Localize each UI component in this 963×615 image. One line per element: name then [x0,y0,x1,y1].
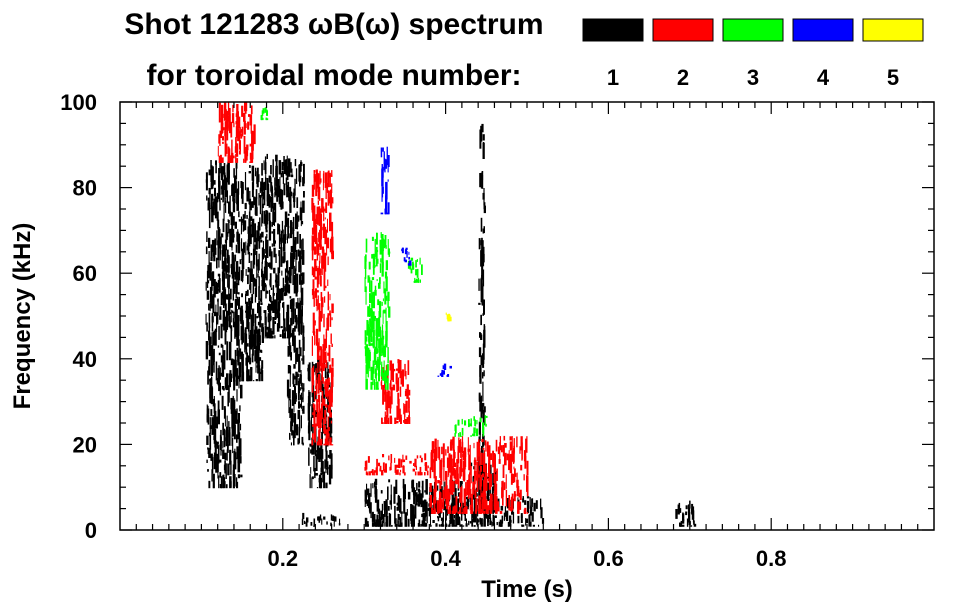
spectrum-region-mode-1 [301,512,341,527]
spectrum-region-mode-3 [260,107,269,121]
x-tick-label: 0.4 [430,546,461,571]
spectrum-region-mode-2 [429,435,529,514]
legend-swatch-mode-4 [792,18,854,42]
spectrum-region-mode-5 [445,312,452,322]
spectrum-region-mode-1 [286,316,305,446]
legend-swatch-mode-2 [652,18,714,42]
axis-ticks [120,101,934,531]
spectrum-region-mode-1 [478,123,486,489]
spectrum-region-mode-4 [437,363,452,377]
spectrum-region-mode-4 [401,247,412,266]
chart-title-line1: Shot 121283 ωB(ω) spectrum [124,8,543,41]
chart-title-line2: for toroidal mode number: [147,59,522,92]
legend-label-mode-5: 5 [887,65,899,90]
x-tick-label: 0.6 [593,546,624,571]
x-tick-label: 0.8 [756,546,787,571]
spectrum-region-mode-1 [205,158,237,489]
legend-swatch-mode-1 [582,18,644,42]
y-tick-label: 60 [73,261,97,286]
y-tick-label: 0 [85,518,97,543]
spectrum-region-mode-2 [217,102,256,163]
y-tick-label: 100 [60,90,97,115]
y-tick-label: 80 [73,176,97,201]
y-tick-label: 40 [73,347,97,372]
spectrum-region-mode-3 [364,232,391,390]
plot-area [205,102,697,527]
spectrum-region-mode-3 [454,415,488,437]
x-tick-label: 0.2 [268,546,299,571]
y-axis-title: Frequency (kHz) [9,223,36,410]
legend-swatch-mode-5 [862,18,924,42]
spectrum-region-mode-1 [262,153,305,339]
legend-label-mode-2: 2 [677,65,689,90]
spectrum-region-mode-4 [380,146,390,215]
spectrum-region-mode-1 [232,359,243,489]
x-axis-title: Time (s) [481,576,573,603]
legend-label-mode-4: 4 [817,65,830,90]
spectrum-region-mode-2 [311,169,334,446]
y-tick-label: 20 [73,432,97,457]
spectrum-region-mode-1 [675,500,697,527]
legend-swatch-mode-3 [722,18,784,42]
tick-labels: 0 20 40 60 80 100 0.2 0.4 0.6 0.8 [60,90,786,571]
legend-label-mode-3: 3 [747,65,759,90]
spectrum-region-mode-2 [380,359,411,424]
spectrum-region-mode-1 [234,162,265,382]
legend: 1 2 3 4 5 [582,18,924,90]
spectrum-region-mode-2 [364,453,429,476]
legend-label-mode-1: 1 [607,65,619,90]
